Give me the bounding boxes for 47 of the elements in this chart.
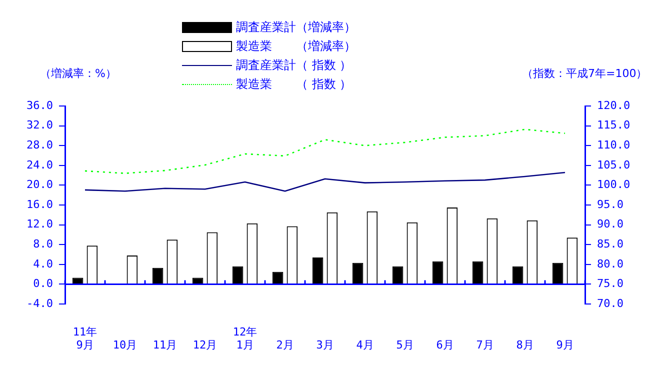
- legend-label: 調査産業計（増減率）: [236, 19, 356, 36]
- y-tick-label: 32.0: [26, 118, 53, 132]
- y2-tick-label: 75.0: [597, 277, 624, 290]
- bar: [552, 262, 564, 284]
- y-tick-label: 8.0: [33, 237, 53, 250]
- legend-label: 製造業 （ 指数 ）: [236, 76, 352, 93]
- y2-tick-label: 90.0: [597, 218, 624, 231]
- y-tick-label: -4.0: [26, 296, 53, 310]
- x-tick-label: 11年 9月: [72, 325, 98, 352]
- x-tick-label: 3月: [316, 338, 334, 352]
- y2-tick-label: 105.0: [597, 158, 630, 172]
- y2-tick-label: 100.0: [597, 178, 630, 192]
- x-tick-label: 12年 1月: [232, 325, 258, 352]
- x-tick-label: 5月: [396, 338, 414, 352]
- x-tick-label: 7月: [476, 338, 494, 352]
- x-tick-label: 4月: [356, 338, 374, 352]
- x-tick-label: 2月: [276, 338, 294, 352]
- x-tick-label: 9月: [556, 338, 574, 352]
- x-tick-label: 11月: [152, 338, 178, 352]
- y2-tick-label: 80.0: [597, 257, 624, 270]
- y2-tick-label: 85.0: [597, 237, 624, 250]
- y2-tick-label: 70.0: [597, 296, 624, 310]
- y-tick-label: 36.0: [26, 98, 53, 112]
- x-tick-label: 8月: [516, 338, 534, 352]
- bar: [312, 257, 324, 284]
- x-tick-label: 12月: [192, 338, 218, 352]
- bar: [352, 262, 364, 284]
- x-tick-label: 10月: [112, 338, 138, 352]
- y-tick-label: 12.0: [26, 218, 53, 231]
- y2-tick-label: 95.0: [597, 198, 624, 211]
- y-tick-label: 16.0: [26, 198, 53, 211]
- y2-tick-label: 115.0: [597, 118, 630, 132]
- y-tick-label: 0.0: [33, 277, 53, 290]
- bar: [472, 261, 484, 284]
- y-tick-label: 28.0: [26, 138, 53, 152]
- line-series: [84, 128, 566, 174]
- y2-axis-title: （指数：平成7年=100）: [522, 66, 648, 81]
- y-tick-label: 20.0: [26, 178, 53, 192]
- y2-tick-label: 110.0: [597, 138, 630, 152]
- bar: [432, 261, 444, 284]
- y-tick-label: 24.0: [26, 158, 53, 172]
- x-tick-label: 6月: [436, 338, 454, 352]
- legend-label: 製造業 （増減率）: [236, 38, 356, 55]
- y2-tick-label: 120.0: [597, 98, 630, 112]
- y-axis-title: （増減率：%）: [40, 66, 116, 81]
- y-tick-label: 4.0: [33, 257, 53, 270]
- legend-label: 調査産業計（ 指数 ）: [236, 57, 352, 74]
